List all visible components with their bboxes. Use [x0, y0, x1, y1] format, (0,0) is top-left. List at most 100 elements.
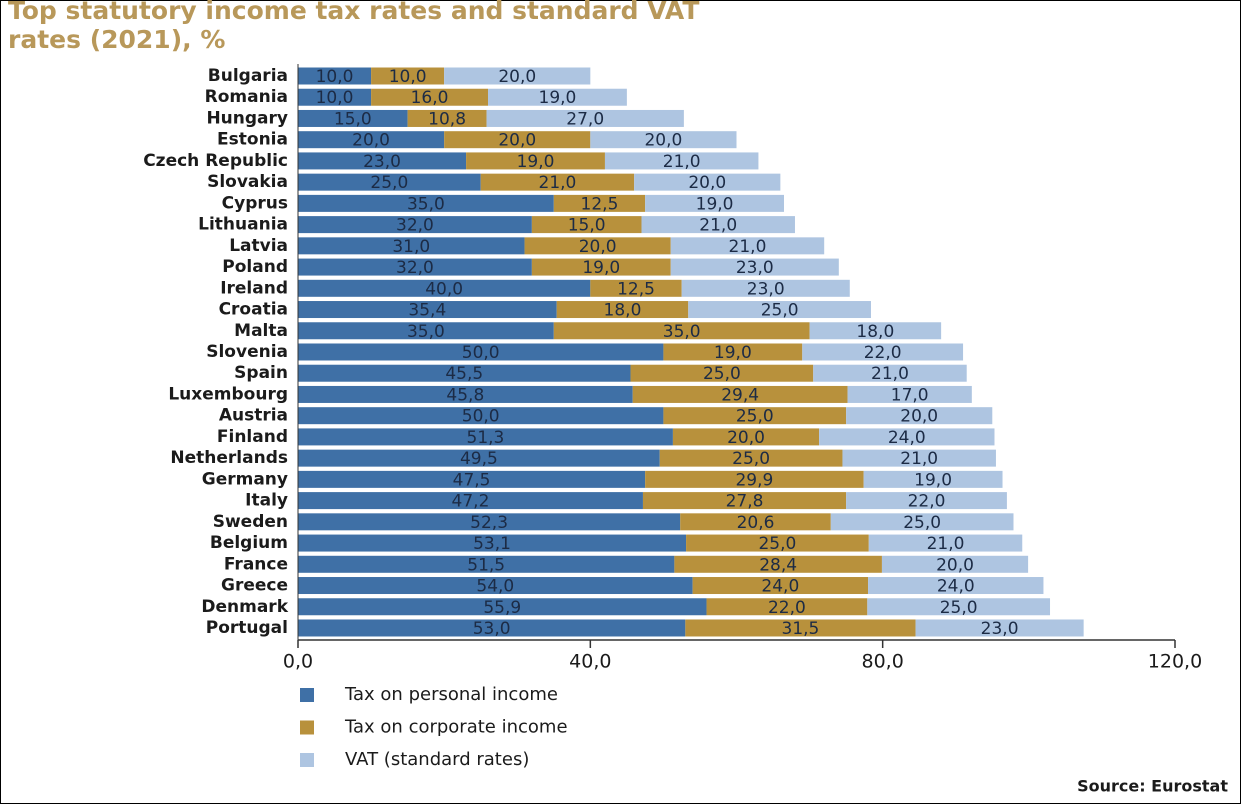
bar-segment: [298, 343, 664, 361]
value-label: 32,0: [396, 258, 434, 278]
value-label: 20,0: [900, 407, 938, 427]
bar-segment: [819, 428, 995, 446]
value-label: 15,0: [568, 216, 606, 236]
bar-segment: [298, 534, 687, 552]
bar-segment: [531, 258, 671, 276]
bar-segment: [298, 279, 591, 297]
bar-segment: [298, 216, 532, 234]
value-label: 10,0: [316, 67, 354, 87]
value-label: 16,0: [411, 88, 449, 108]
bar-segment: [681, 279, 850, 297]
value-label: 22,0: [908, 492, 946, 512]
category-label: Denmark: [201, 597, 288, 617]
bar-segment: [298, 492, 643, 510]
category-label: Malta: [234, 321, 288, 341]
bar-segment: [706, 598, 868, 616]
value-label: 25,0: [940, 598, 978, 618]
bar-segment: [298, 173, 481, 191]
bar-segment: [298, 598, 707, 616]
bar-segment: [632, 385, 848, 403]
category-label: Slovenia: [206, 342, 288, 362]
bar-segment: [298, 385, 633, 403]
value-label: 21,0: [539, 173, 577, 193]
bar-segment: [630, 364, 814, 382]
value-label: 18,0: [856, 322, 894, 342]
value-label: 49,5: [460, 449, 498, 469]
bar-segment: [298, 131, 445, 149]
bar-segment: [298, 258, 532, 276]
value-label: 19,0: [517, 152, 555, 172]
category-label: Netherlands: [170, 448, 288, 468]
category-label: Poland: [222, 257, 288, 277]
value-label: 29,9: [735, 470, 773, 490]
value-label: 25,0: [761, 301, 799, 321]
bar-segment: [642, 492, 847, 510]
value-label: 50,0: [462, 343, 500, 363]
value-label: 52,3: [470, 513, 508, 533]
value-label: 15,0: [334, 109, 372, 129]
bar-segment: [830, 513, 1014, 531]
x-tick-label: 0,0: [283, 651, 313, 673]
bar-segment: [881, 555, 1029, 573]
bar-segment: [670, 237, 825, 255]
bar-segment: [863, 470, 1003, 488]
bar-segment: [298, 577, 693, 595]
value-label: 18,0: [604, 301, 642, 321]
value-label: 51,5: [467, 555, 505, 575]
bar-segment: [298, 322, 554, 340]
bar-segment: [686, 534, 869, 552]
bar-segment: [685, 619, 916, 637]
value-label: 19,0: [539, 88, 577, 108]
legend-swatch: [300, 688, 314, 702]
bar-segment: [590, 279, 682, 297]
category-label: Croatia: [219, 300, 288, 320]
value-label: 35,0: [663, 322, 701, 342]
category-label: Cyprus: [222, 193, 288, 213]
bar-segment: [488, 88, 627, 106]
value-label: 10,0: [389, 67, 427, 87]
legend-label: VAT (standard rates): [345, 749, 529, 770]
bar-segment: [692, 577, 869, 595]
value-label: 24,0: [761, 577, 799, 597]
value-label: 47,5: [453, 470, 491, 490]
category-label: Germany: [202, 469, 288, 489]
value-label: 21,0: [699, 216, 737, 236]
value-label: 54,0: [476, 577, 514, 597]
value-label: 23,0: [363, 152, 401, 172]
value-label: 53,0: [473, 619, 511, 639]
category-label: Sweden: [213, 512, 288, 532]
bar-segment: [298, 407, 664, 425]
value-label: 25,0: [903, 513, 941, 533]
legend-swatch: [300, 720, 314, 735]
source: Source: Eurostat: [1077, 777, 1228, 796]
x-tick-label: 40,0: [569, 651, 611, 673]
value-label: 21,0: [729, 237, 767, 257]
category-label: Slovakia: [207, 172, 288, 192]
value-label: 21,0: [871, 364, 909, 384]
category-label: Romania: [205, 87, 288, 107]
bar-segment: [298, 109, 408, 127]
bar-segment: [663, 407, 847, 425]
value-label: 25,0: [703, 364, 741, 384]
bar-segment: [298, 194, 554, 212]
value-label: 47,2: [452, 492, 490, 512]
value-label: 31,5: [782, 619, 820, 639]
bar-segment: [846, 492, 1007, 510]
value-label: 22,0: [768, 598, 806, 618]
category-label: Czech Republic: [143, 151, 288, 171]
bar-segment: [444, 131, 591, 149]
value-label: 10,0: [316, 88, 354, 108]
value-label: 20,0: [727, 428, 765, 448]
value-label: 25,0: [736, 407, 774, 427]
bar-segment: [407, 109, 487, 127]
bar-segment: [371, 88, 489, 106]
category-label: Ireland: [220, 278, 288, 298]
value-label: 53,1: [473, 534, 511, 554]
bar-segment: [298, 619, 686, 637]
category-label: Estonia: [217, 130, 288, 150]
value-label: 19,0: [582, 258, 620, 278]
bar-segment: [298, 449, 660, 467]
category-label: Bulgaria: [208, 66, 288, 86]
bar-segment: [480, 173, 635, 191]
